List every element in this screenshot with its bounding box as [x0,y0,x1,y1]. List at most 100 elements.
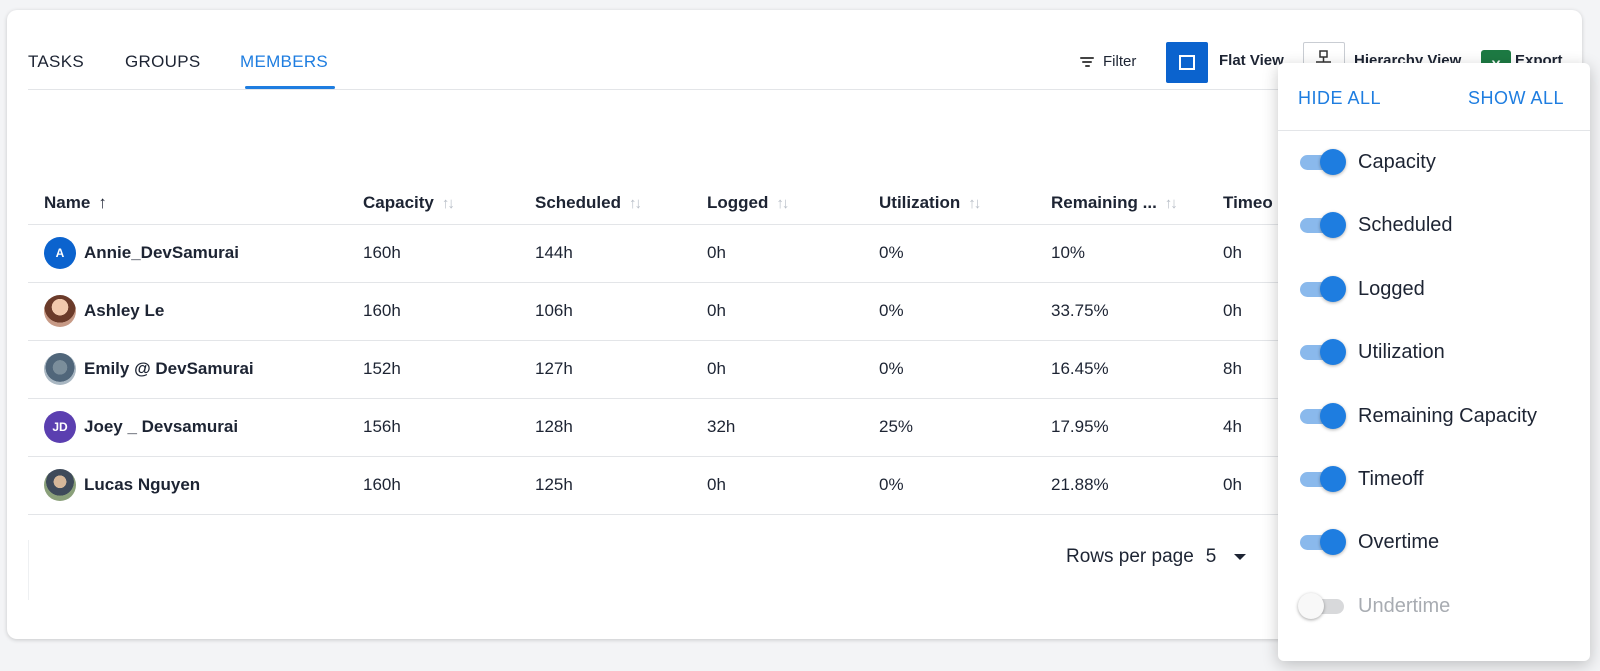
flat-view-label[interactable]: Flat View [1219,52,1284,69]
toggle-timeoff[interactable]: Timeoff [1298,459,1424,499]
divider [28,540,29,600]
flat-view-icon [1179,55,1195,70]
member-name: Ashley Le [84,301,165,320]
member-name: Joey _ Devsamurai [84,417,239,436]
members-table: Name ↑ Capacity ↑↓ Scheduled ↑↓ Logged ↑↓ Ut… [28,182,1343,515]
flat-view-button[interactable] [1166,42,1208,83]
rows-per-page-label: Rows per page [1066,546,1194,567]
capacity-cell: 152h [363,339,535,398]
header-name[interactable]: Name ↑ [28,182,363,224]
column-menu-header: HIDE ALL SHOW ALL [1278,63,1590,131]
toggle-scheduled[interactable]: Scheduled [1298,205,1453,245]
table-row[interactable]: JD Joey _ Devsamurai 156h 128h 32h 25% 17… [28,397,1343,456]
table-row[interactable]: A Annie_DevSamurai 160h 144h 0h 0% 10% 0h [28,223,1343,282]
toggle-label: Scheduled [1358,213,1453,236]
avatar [44,353,76,385]
logged-cell: 0h [707,339,879,398]
toggle-switch[interactable] [1298,528,1346,556]
header-remaining[interactable]: Remaining ... ↑↓ [1051,182,1223,224]
header-timeoff[interactable]: Timeo [1223,182,1343,224]
toggle-switch[interactable] [1298,148,1346,176]
member-name: Lucas Nguyen [84,475,201,494]
tab-groups[interactable]: GROUPS [125,52,201,71]
logged-cell: 0h [707,455,879,515]
tab-members[interactable]: MEMBERS [240,52,329,71]
toggle-switch[interactable] [1298,592,1346,620]
scheduled-cell: 125h [535,455,707,515]
toggle-switch[interactable] [1298,211,1346,239]
table-row[interactable]: Lucas Nguyen 160h 125h 0h 0% 21.88% 0h [28,455,1343,515]
remaining-cell: 17.95% [1051,397,1223,456]
toggle-label: Utilization [1358,340,1445,363]
sort-icon: ↑↓ [968,194,981,212]
filter-icon [1080,55,1094,69]
toggle-label: Overtime [1358,530,1440,553]
header-scheduled-label: Scheduled [535,192,621,212]
member-name: Annie_DevSamurai [84,243,239,262]
toggle-switch[interactable] [1298,465,1346,493]
toggle-undertime[interactable]: Undertime [1298,586,1450,626]
scheduled-cell: 106h [535,281,707,340]
member-name: Emily @ DevSamurai [84,359,254,378]
sort-icon: ↑↓ [776,194,789,212]
header-scheduled[interactable]: Scheduled ↑↓ [535,182,707,224]
remaining-cell: 21.88% [1051,455,1223,515]
scheduled-cell: 144h [535,223,707,282]
header-utilization[interactable]: Utilization ↑↓ [879,182,1051,224]
sort-icon: ↑↓ [1164,194,1178,212]
toggle-label: Undertime [1358,594,1451,617]
rows-per-page-select[interactable]: 5 [1205,546,1217,567]
toggle-switch[interactable] [1298,338,1346,366]
header-capacity-label: Capacity [363,192,434,212]
toggle-switch[interactable] [1298,275,1346,303]
toggle-capacity[interactable]: Capacity [1298,142,1436,182]
active-tab-indicator [245,86,335,89]
header-logged-label: Logged [707,192,769,212]
logged-cell: 0h [707,281,879,340]
avatar [44,295,76,327]
chevron-down-icon[interactable] [1234,554,1247,560]
header-capacity[interactable]: Capacity ↑↓ [363,182,535,224]
table-row[interactable]: Ashley Le 160h 106h 0h 0% 33.75% 0h [28,281,1343,340]
remaining-cell: 16.45% [1051,339,1223,398]
avatar: A [44,237,76,269]
capacity-cell: 156h [363,397,535,456]
avatar [44,469,76,501]
toggle-remaining-capacity[interactable]: Remaining Capacity [1298,396,1537,436]
toggle-label: Logged [1358,277,1425,300]
remaining-cell: 33.75% [1051,281,1223,340]
scheduled-cell: 128h [535,397,707,456]
toggle-utilization[interactable]: Utilization [1298,332,1445,372]
show-all-button[interactable]: SHOW ALL [1468,88,1565,108]
table-header-row: Name ↑ Capacity ↑↓ Scheduled ↑↓ Logged ↑↓ Ut… [28,182,1343,224]
logged-cell: 32h [707,397,879,456]
header-remaining-label: Remaining ... [1051,192,1157,212]
utilization-cell: 0% [879,339,1051,398]
sort-ascending-icon: ↑ [98,192,107,212]
header-logged[interactable]: Logged ↑↓ [707,182,879,224]
hide-all-button[interactable]: HIDE ALL [1298,88,1382,108]
tab-tasks[interactable]: TASKS [28,52,84,71]
capacity-cell: 160h [363,223,535,282]
utilization-cell: 0% [879,223,1051,282]
capacity-cell: 160h [363,455,535,515]
utilization-cell: 0% [879,455,1051,515]
header-timeoff-label: Timeo [1223,192,1273,212]
header-utilization-label: Utilization [879,192,961,212]
table-row[interactable]: Emily @ DevSamurai 152h 127h 0h 0% 16.45… [28,339,1343,398]
column-visibility-menu: HIDE ALL SHOW ALL Capacity Scheduled Log… [1278,63,1590,661]
toggle-label: Remaining Capacity [1358,404,1537,427]
avatar: JD [44,411,76,443]
tab-bar: TASKS GROUPS MEMBERS [28,10,1582,90]
scheduled-cell: 127h [535,339,707,398]
filter-button[interactable]: Filter [1080,53,1136,70]
filter-label: Filter [1103,53,1137,70]
toggle-logged[interactable]: Logged [1298,269,1425,309]
toggle-label: Timeoff [1358,467,1424,490]
toggle-switch[interactable] [1298,402,1346,430]
sort-icon: ↑↓ [441,194,455,212]
sort-icon: ↑↓ [628,194,642,212]
toggle-overtime[interactable]: Overtime [1298,522,1439,562]
hierarchy-icon [1316,50,1331,63]
header-name-label: Name [44,192,91,212]
